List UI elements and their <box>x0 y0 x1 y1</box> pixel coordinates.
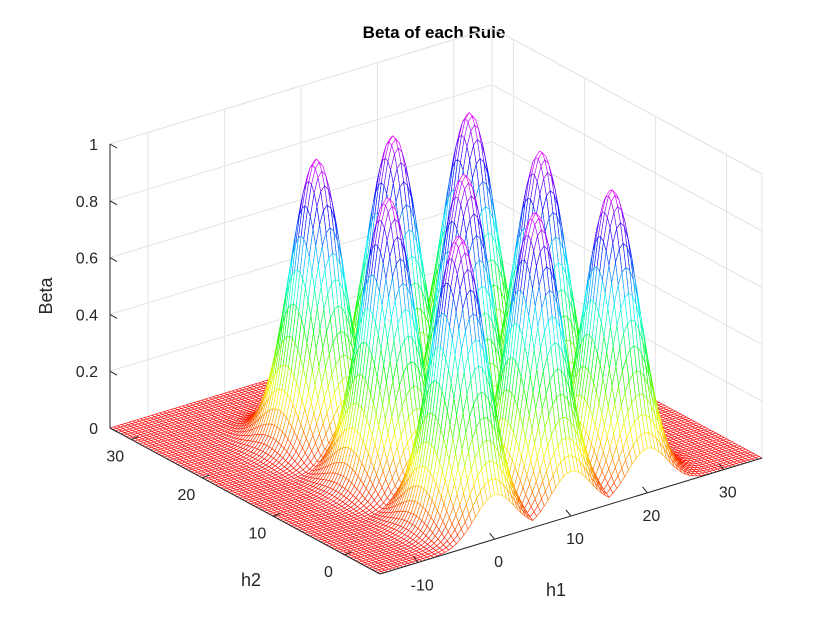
chart-title: Beta of each Rule <box>363 23 506 42</box>
grid-line <box>109 27 493 145</box>
surface-mesh <box>109 112 763 575</box>
grid-line <box>491 84 763 232</box>
grid-line <box>491 27 763 175</box>
